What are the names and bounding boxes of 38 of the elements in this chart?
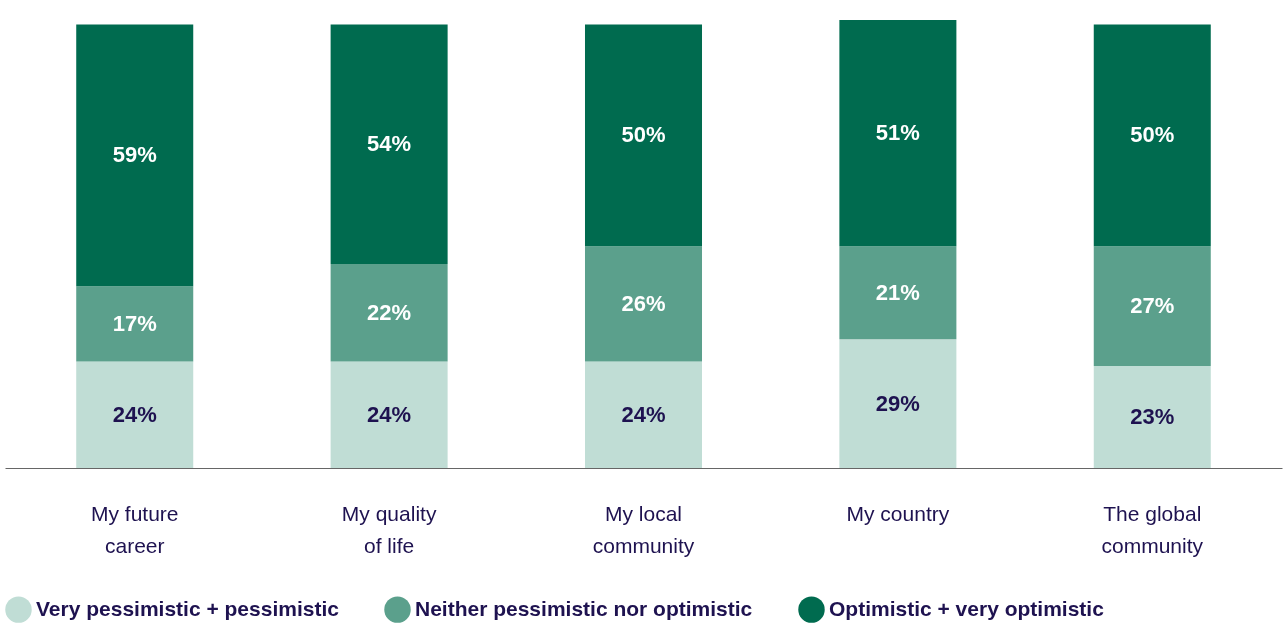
bar	[330, 24, 448, 264]
x-tick-label: My quality of life	[341, 501, 437, 557]
data-label: 17%	[112, 310, 157, 336]
data-label: 24%	[367, 401, 412, 427]
data-label: 21%	[875, 279, 920, 305]
data-label: 24%	[112, 401, 157, 427]
bar	[839, 20, 957, 247]
x-tick-label: My future career	[90, 501, 179, 557]
bar	[584, 246, 703, 362]
bar	[839, 339, 957, 468]
data-label: 59%	[112, 142, 157, 168]
bar	[1093, 246, 1211, 366]
x-tick-label: My country	[846, 501, 950, 525]
data-label: 22%	[367, 299, 412, 325]
legend-label: Very pessimistic + pessimistic	[36, 596, 340, 620]
x-tick-label: The global community	[1101, 501, 1204, 557]
data-label: 54%	[367, 131, 412, 157]
data-label: 27%	[1130, 293, 1175, 319]
bar	[839, 246, 957, 340]
bar	[330, 263, 448, 362]
data-label: 50%	[1130, 122, 1175, 148]
legend-label: Neither pessimistic nor optimistic	[415, 596, 753, 620]
data-label: 26%	[621, 290, 666, 316]
data-label: 29%	[875, 390, 920, 416]
bar	[330, 361, 448, 468]
data-label: 24%	[621, 401, 666, 427]
bar	[584, 24, 703, 247]
bar	[76, 361, 194, 468]
legend-label: Optimistic + very optimistic	[829, 596, 1105, 620]
bar	[1093, 24, 1211, 247]
data-label: 51%	[875, 120, 920, 146]
bar	[76, 286, 194, 362]
bar	[584, 361, 703, 468]
bar	[1093, 365, 1211, 468]
data-label: 23%	[1130, 403, 1175, 429]
bar	[76, 24, 194, 287]
data-label: 50%	[621, 122, 666, 148]
x-tick-label: My local community	[592, 501, 695, 557]
